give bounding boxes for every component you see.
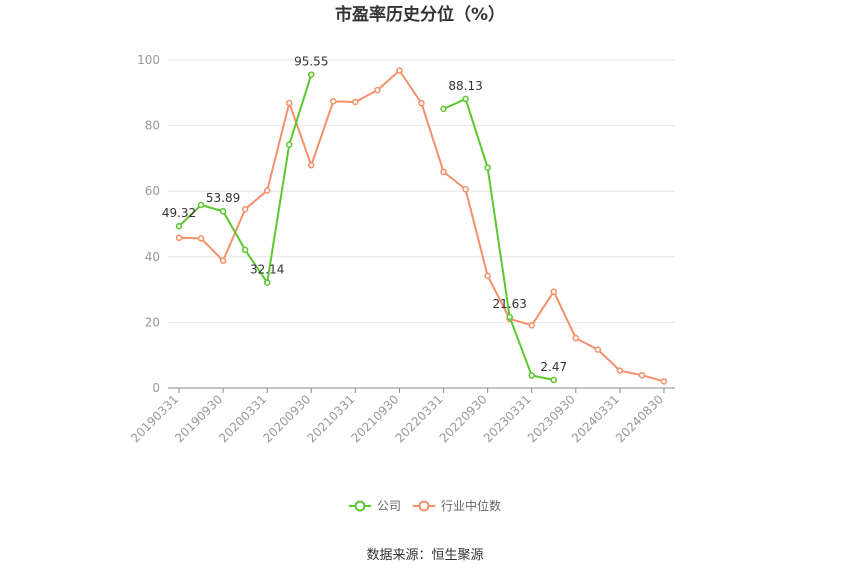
y-tick-label: 80	[145, 119, 160, 133]
data-point	[197, 235, 205, 242]
legend[interactable]: 公司 行业中位数	[349, 498, 501, 513]
data-point	[484, 272, 491, 280]
y-tick-label: 20	[145, 315, 160, 329]
data-point	[175, 234, 183, 242]
data-point	[440, 168, 447, 176]
data-point	[219, 257, 227, 264]
legend-swatch-marker[interactable]	[418, 500, 430, 512]
data-point	[285, 99, 293, 107]
data-label: 53.89	[206, 191, 240, 205]
data-point	[241, 205, 249, 213]
chart-title: 市盈率历史分位（%）	[335, 4, 505, 25]
y-axis: 0 20 40 60 80 100	[137, 53, 160, 395]
data-label: 49.32	[162, 206, 196, 220]
data-label: 88.13	[448, 79, 482, 93]
x-axis: 2019033120190930202003312020093020210331…	[128, 388, 666, 445]
data-point	[528, 322, 535, 329]
data-point	[462, 95, 469, 103]
data-point	[263, 187, 271, 194]
data-point	[396, 67, 403, 74]
data-point	[550, 376, 558, 384]
y-tick-label: 0	[152, 381, 160, 395]
data-point	[219, 207, 227, 215]
data-label: 2.47	[540, 360, 567, 374]
data-point	[550, 288, 558, 295]
data-point	[285, 141, 293, 148]
data-point	[462, 185, 469, 193]
data-point	[418, 100, 425, 107]
x-tick-label: 20240830	[613, 392, 666, 445]
grid-lines	[168, 59, 675, 323]
data-point	[484, 164, 491, 171]
data-point	[308, 71, 315, 78]
data-point	[330, 98, 337, 105]
data-point	[616, 367, 624, 374]
data-point	[638, 371, 646, 379]
data-label: 32.14	[250, 263, 284, 277]
source-note: 数据来源：恒生聚源	[366, 548, 483, 563]
data-point	[440, 105, 447, 113]
legend-item-label[interactable]: 公司	[377, 499, 401, 513]
data-point	[241, 246, 249, 254]
y-tick-label: 60	[145, 184, 160, 198]
data-point	[506, 313, 513, 321]
data-point	[660, 378, 668, 385]
data-point	[572, 334, 580, 342]
data-label: 95.55	[294, 55, 328, 69]
data-point	[594, 346, 602, 353]
data-point	[308, 162, 315, 169]
y-tick-label: 100	[137, 53, 160, 67]
data-point	[374, 86, 381, 94]
legend-swatch-marker[interactable]	[354, 500, 366, 512]
series-line	[178, 69, 665, 383]
data-point	[175, 222, 183, 230]
data-point	[197, 201, 205, 209]
data-point	[352, 98, 359, 106]
series-group	[175, 67, 668, 385]
y-tick-label: 40	[145, 250, 160, 264]
legend-item-label[interactable]: 行业中位数	[441, 498, 501, 513]
data-point	[263, 279, 271, 286]
data-label: 21.63	[492, 297, 526, 311]
data-labels: 49.32 53.89 32.14 95.55 88.13 21.63 2.47	[162, 55, 567, 374]
data-point	[528, 372, 535, 379]
series-line	[443, 97, 554, 381]
